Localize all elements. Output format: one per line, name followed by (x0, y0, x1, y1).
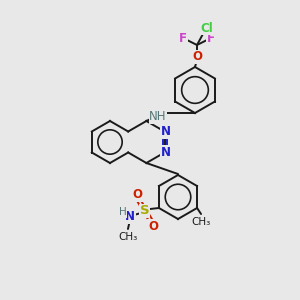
Text: N: N (125, 211, 135, 224)
Text: F: F (207, 32, 215, 44)
Text: F: F (179, 32, 187, 44)
Text: N: N (160, 125, 171, 138)
Text: O: O (192, 50, 202, 64)
Text: O: O (132, 188, 142, 202)
Text: N: N (160, 146, 171, 159)
Text: S: S (140, 205, 150, 218)
Text: H: H (119, 207, 127, 217)
Text: CH₃: CH₃ (118, 232, 138, 242)
Text: O: O (148, 220, 158, 232)
Text: NH: NH (149, 110, 167, 124)
Text: Cl: Cl (201, 22, 213, 34)
Text: CH₃: CH₃ (191, 217, 211, 227)
